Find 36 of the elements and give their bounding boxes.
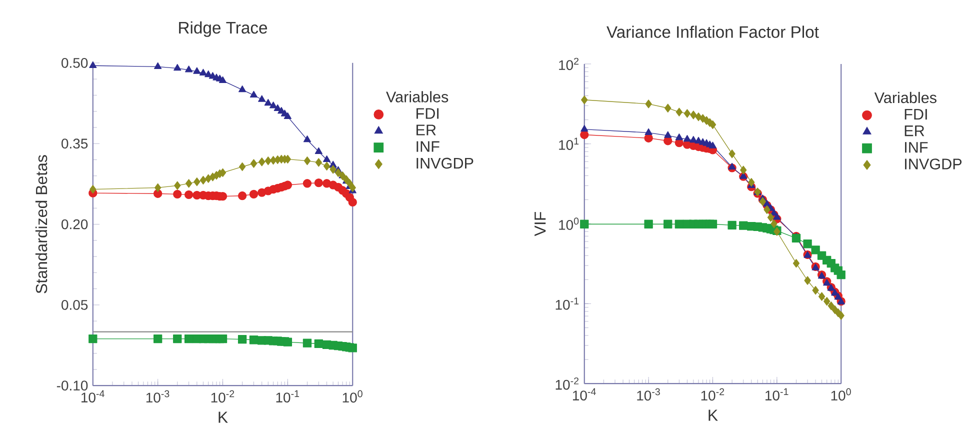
y-tick-label: 10$^{-2}$ (556, 378, 579, 390)
legend-label: INVGDP (416, 158, 474, 169)
legend-title: Variables (874, 92, 936, 104)
x-tick-label: 10$^{-1}$ (276, 390, 300, 403)
y-axis-title: VIF (534, 212, 546, 236)
x-tick-label: 10$^{-1}$ (766, 388, 788, 401)
x-tick-label: 10$^{0}$ (342, 390, 362, 403)
y-tick-label: 10$^{1}$ (559, 138, 579, 150)
y-tick-label: 0.20 (62, 220, 88, 230)
x-tick-label: 10$^{-3}$ (637, 388, 660, 401)
x-tick-label: 10$^{-3}$ (146, 390, 170, 403)
legend-label: ER (904, 126, 924, 136)
chart-title: Variance Inflation Factor Plot (606, 26, 819, 38)
y-tick-label: 10$^{2}$ (559, 58, 579, 70)
x-tick-label: 10$^{-2}$ (701, 388, 724, 401)
y-tick-label: 0.50 (62, 58, 88, 68)
legend-title: Variables (386, 91, 448, 103)
chart-title: Ridge Trace (179, 22, 268, 38)
y-tick-label: 0.05 (62, 300, 88, 310)
y-tick-label: 0.35 (62, 138, 88, 149)
x-tick-label: 10$^{0}$ (831, 388, 851, 401)
y-tick-label: -0.10 (56, 380, 88, 391)
legend-label: ER (416, 124, 436, 136)
x-axis-title: K (218, 412, 228, 423)
legend-label: INVGDP (905, 158, 962, 170)
x-tick-label: 10$^{-4}$ (572, 388, 596, 401)
y-tick-label: 10$^{0}$ (559, 218, 579, 230)
x-axis-title: K (708, 410, 718, 421)
legend-label: FDI (904, 109, 927, 120)
legend-label: FDI (416, 108, 439, 119)
x-tick-label: 10$^{-4}$ (82, 390, 104, 403)
y-axis-title: Standardized Betas (35, 155, 48, 294)
legend-label: INF (905, 142, 928, 153)
legend-label: INF (416, 142, 440, 152)
x-tick-label: 10$^{-2}$ (211, 390, 234, 403)
y-tick-label: 10$^{-1}$ (556, 298, 579, 310)
